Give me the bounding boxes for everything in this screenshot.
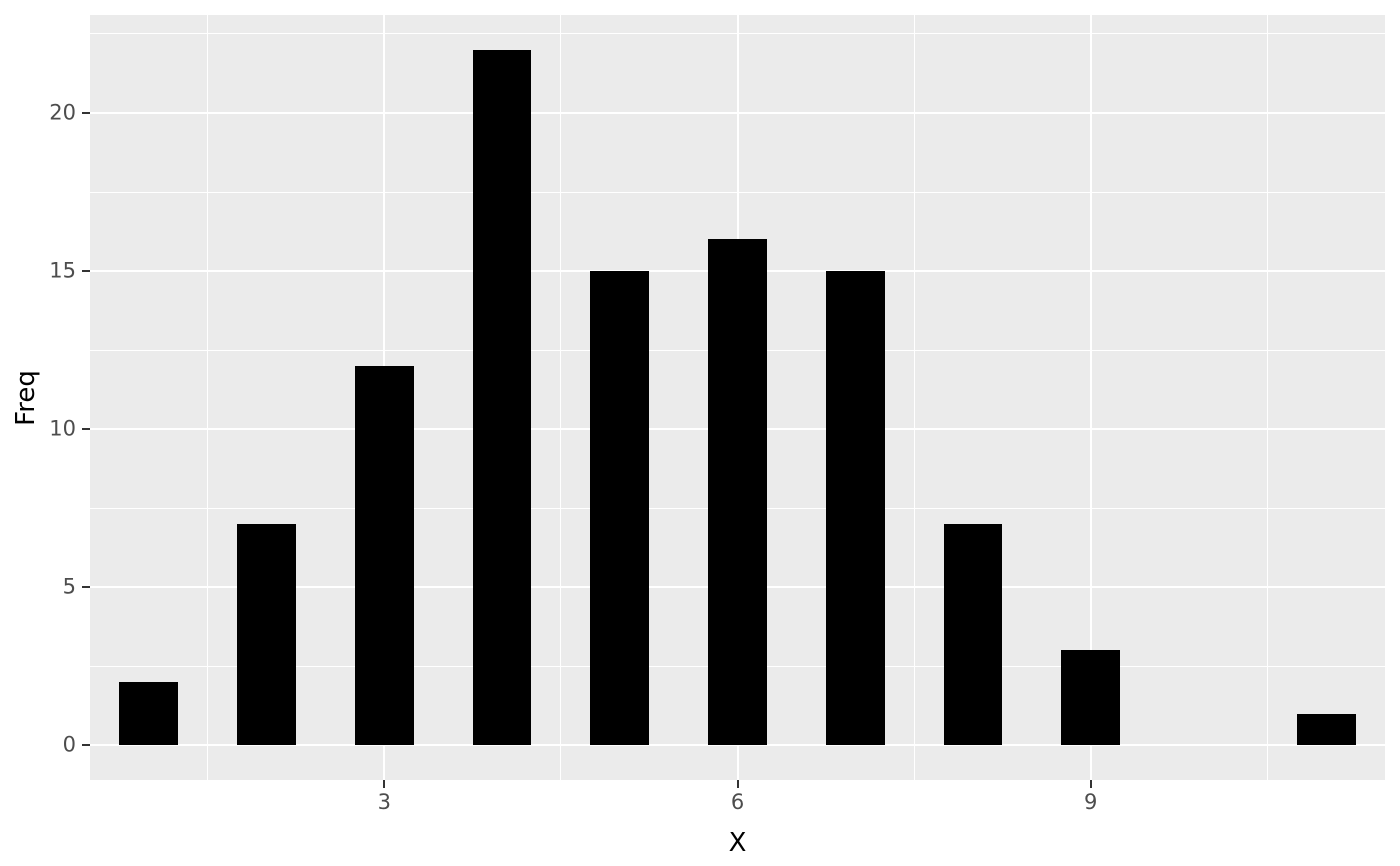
x-tick-label: 9 — [1083, 790, 1098, 814]
x-minor-gridline — [560, 15, 562, 780]
bar — [119, 682, 179, 746]
bar — [237, 523, 297, 746]
y-tick-mark — [82, 586, 90, 589]
x-tick-mark — [1089, 780, 1092, 788]
x-minor-gridline — [913, 15, 915, 780]
x-tick-mark — [736, 780, 739, 788]
x-tick-mark — [383, 780, 386, 788]
x-minor-gridline — [207, 15, 209, 780]
y-tick-mark — [82, 428, 90, 431]
bar — [472, 49, 532, 746]
y-tick-label: 0 — [62, 732, 76, 757]
y-tick-label: 10 — [49, 416, 76, 441]
y-tick-label: 5 — [62, 574, 76, 599]
plot-panel — [90, 15, 1385, 780]
y-tick-mark — [82, 744, 90, 747]
y-tick-label: 15 — [49, 258, 76, 283]
x-major-gridline — [1089, 15, 1092, 780]
y-tick-mark — [82, 111, 90, 114]
y-axis-title: Freq — [11, 369, 41, 426]
x-tick-label: 6 — [730, 790, 745, 814]
bar — [590, 271, 650, 746]
x-minor-gridline — [1266, 15, 1268, 780]
x-axis-title: X — [728, 828, 747, 858]
y-tick-mark — [82, 270, 90, 273]
bar — [708, 239, 767, 746]
bar — [825, 271, 885, 746]
bar — [1061, 650, 1121, 746]
bar — [1296, 713, 1356, 746]
x-tick-label: 3 — [377, 790, 391, 814]
bar — [354, 365, 414, 746]
bar — [943, 523, 1003, 746]
y-tick-label: 20 — [49, 100, 76, 125]
